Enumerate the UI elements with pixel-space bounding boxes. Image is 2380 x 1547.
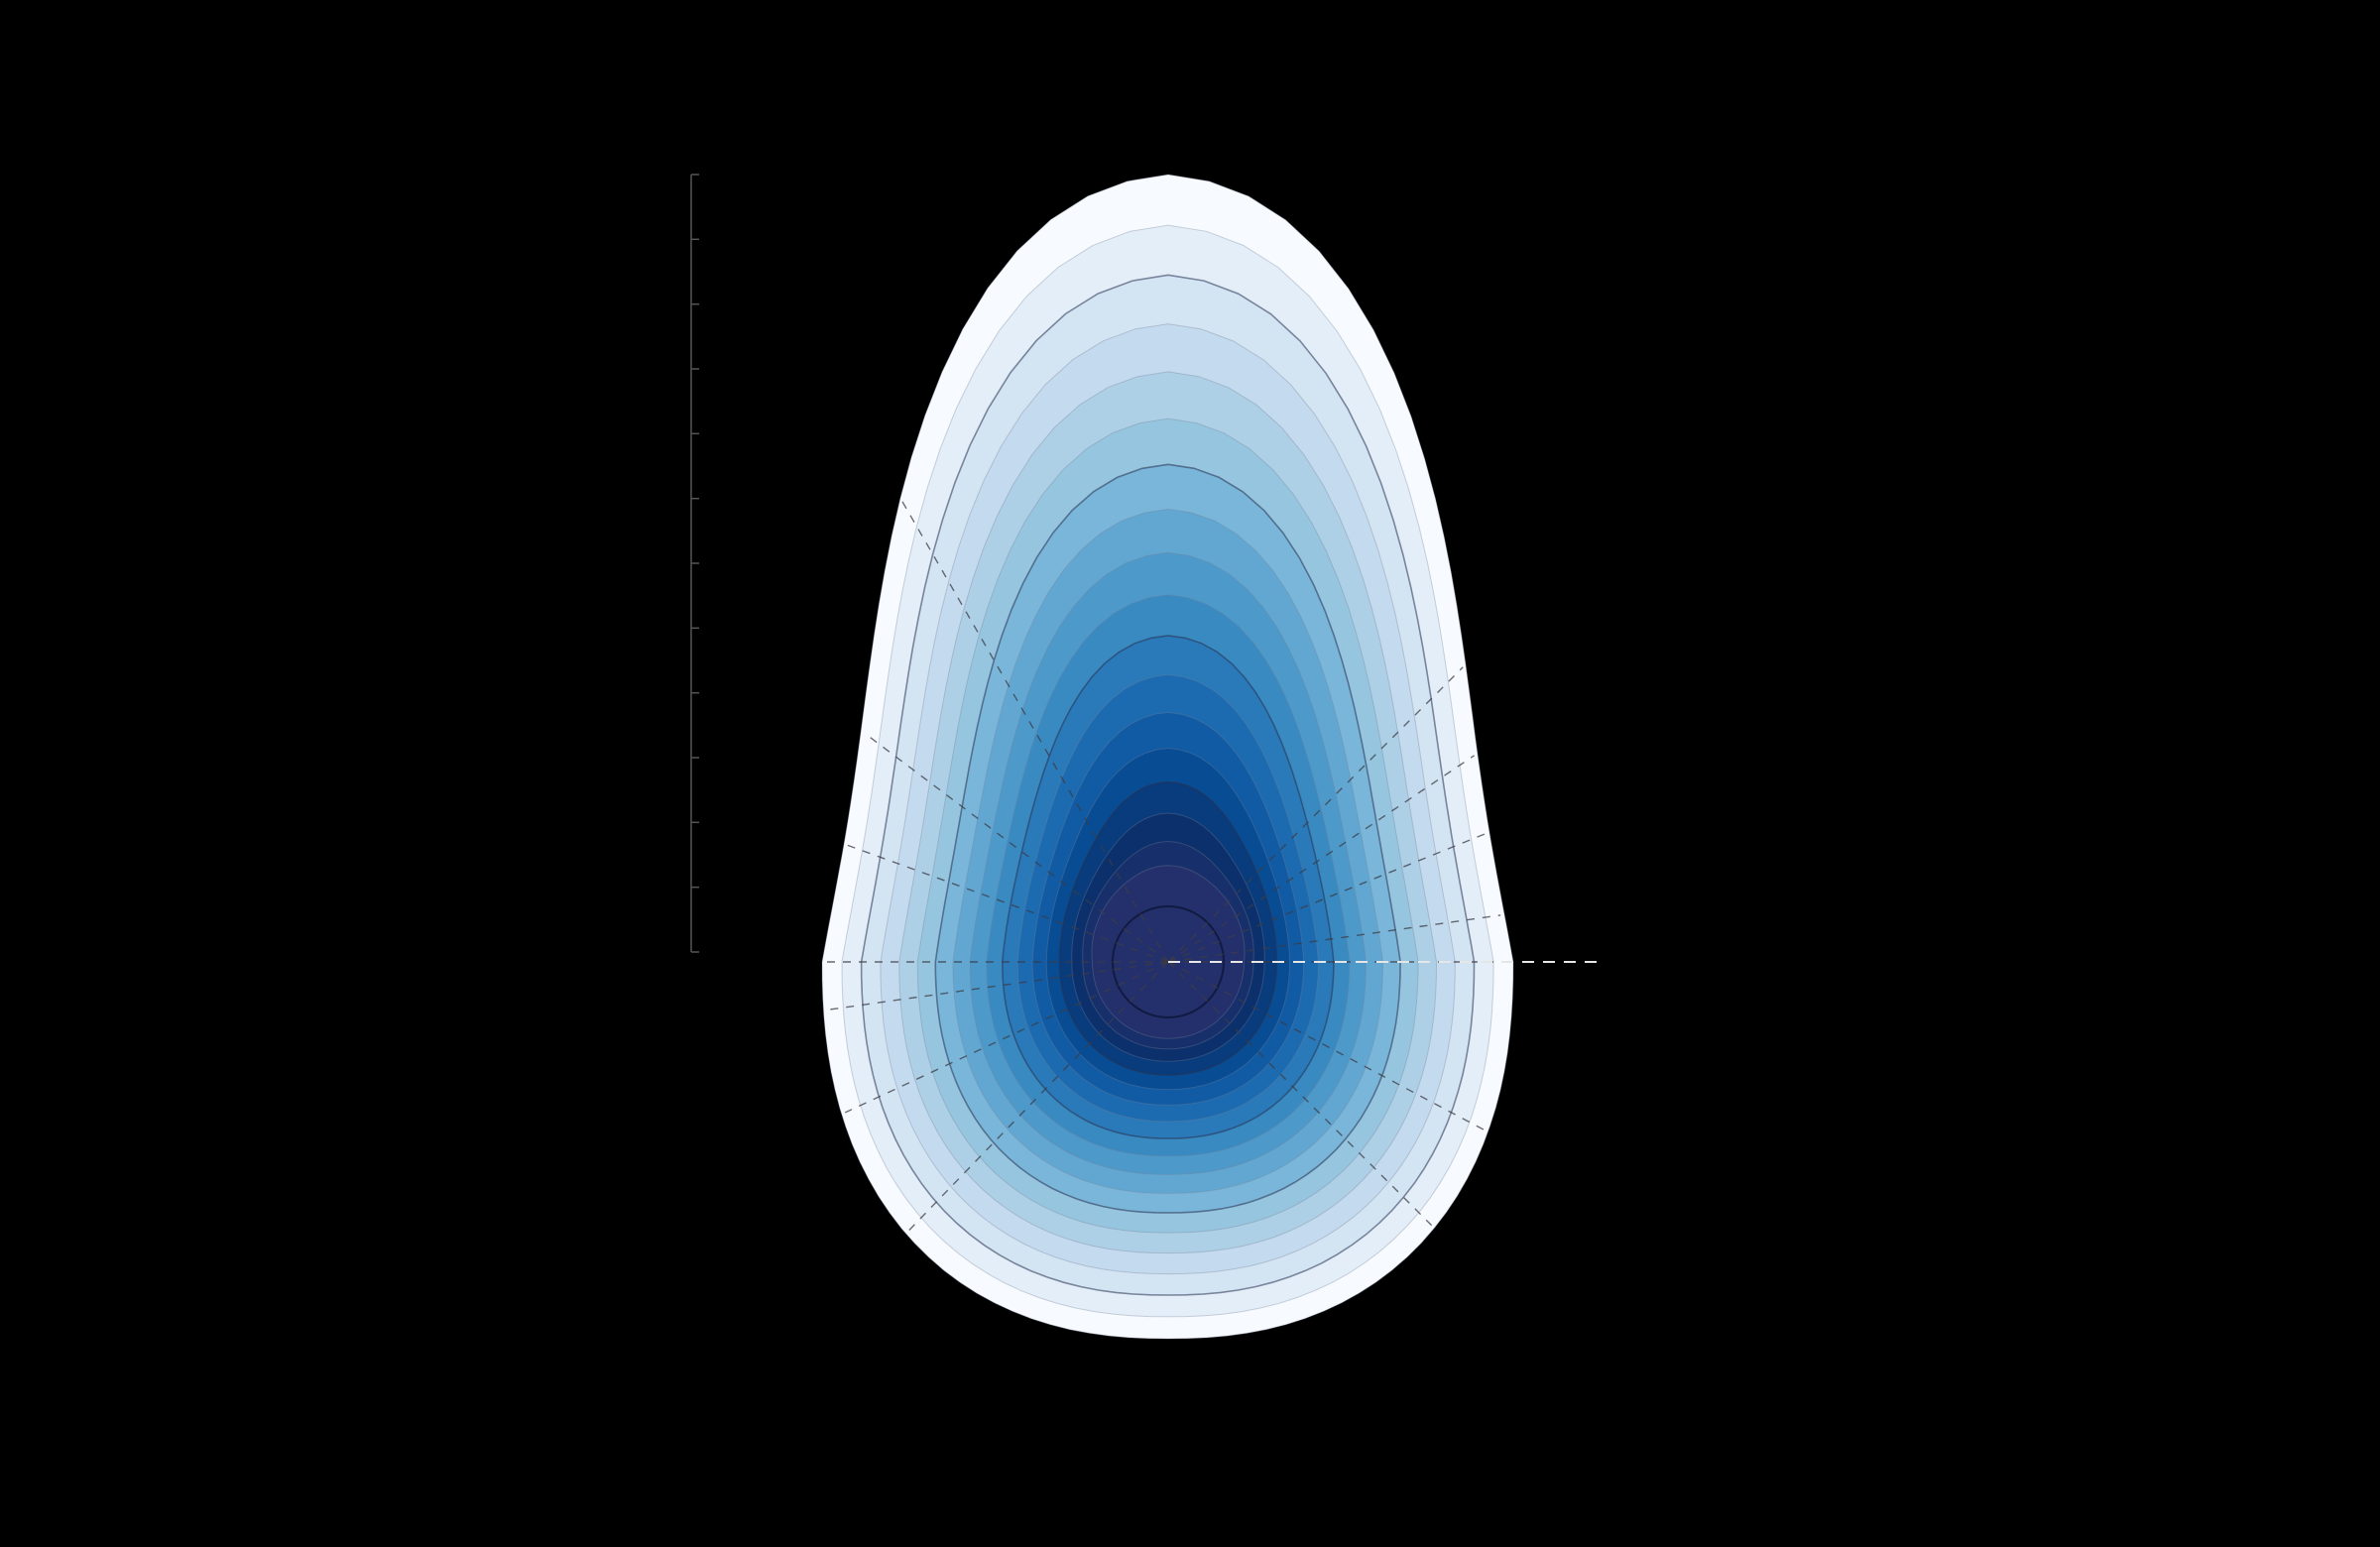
angular-gridline-4 <box>1167 755 1475 963</box>
radial-scale-axis <box>690 174 699 953</box>
angular-gridlines <box>826 501 1605 1232</box>
angular-gridline-10 <box>827 961 1169 1011</box>
contour-levels <box>821 174 1514 1340</box>
angular-gridline-5 <box>1167 666 1464 963</box>
angular-gridline-11 <box>844 961 1169 1114</box>
angular-gridline-14 <box>1167 961 1486 1131</box>
